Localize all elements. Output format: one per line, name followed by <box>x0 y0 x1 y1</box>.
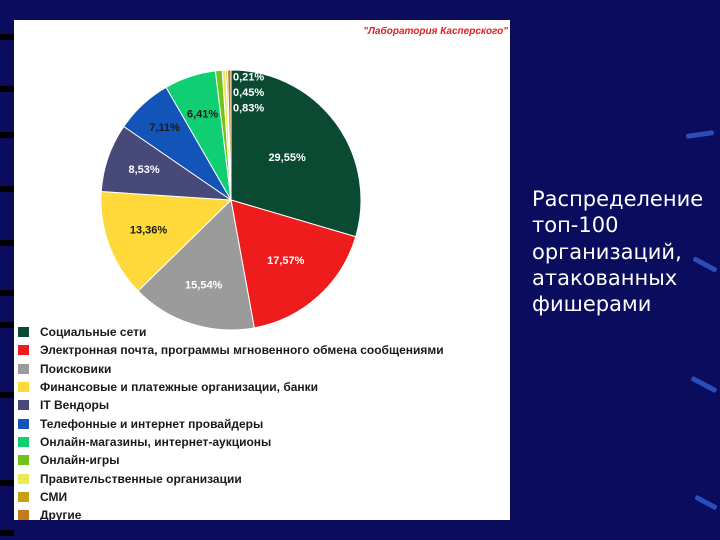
decor-bar <box>0 240 14 246</box>
slice-label: 6,41% <box>187 109 218 121</box>
pie-slice-11 <box>227 69 232 201</box>
legend-label: Онлайн-магазины, интернет-аукционы <box>40 434 272 449</box>
decor-streak <box>690 375 718 394</box>
legend-swatch <box>18 382 29 393</box>
decor-bar <box>0 480 14 486</box>
slice-label: 7,11% <box>149 122 180 134</box>
slice-label: 29,55% <box>268 152 306 164</box>
decor-streak <box>694 494 718 511</box>
legend-label: Правительственные организации <box>40 471 242 486</box>
chart-source-label: "Лаборатория Касперского" <box>363 26 508 37</box>
slide-caption: Распределение топ-100 организаций, атако… <box>532 186 716 317</box>
legend-label: IT Вендоры <box>40 398 110 413</box>
decor-bar <box>0 186 14 192</box>
legend-label: Телефонные и интернет провайдеры <box>40 416 264 431</box>
legend-swatch <box>18 418 29 429</box>
caption-line: Распределение <box>532 187 704 211</box>
pie-slice-3 <box>137 198 255 330</box>
pie-chart: 29,55% 17,57% 15,54% 13,36% 8,53% 7,11% 6,41% 0… <box>100 56 362 330</box>
legend-swatch <box>18 400 29 411</box>
legend-item: Другие <box>18 506 444 520</box>
pie-slice-4 <box>100 191 233 292</box>
decor-bar <box>0 530 14 536</box>
legend-swatch <box>18 345 29 356</box>
legend-label: Поисковики <box>40 361 112 376</box>
legend-label: Онлайн-игры <box>40 453 120 468</box>
legend-label: Другие <box>40 508 82 520</box>
legend-item: IT Вендоры <box>18 396 444 414</box>
slice-label: 13,36% <box>130 225 168 237</box>
legend-item: Правительственные организации <box>18 469 444 487</box>
chart-legend: Социальные сети Электронная почта, програ… <box>18 323 444 520</box>
legend-label: Финансовые и платежные организации, банк… <box>40 380 319 395</box>
slice-label: 15,54% <box>185 280 223 292</box>
legend-swatch <box>18 327 29 338</box>
legend-item: Электронная почта, программы мгновенного… <box>18 341 444 359</box>
legend-item: Онлайн-магазины, интернет-аукционы <box>18 433 444 451</box>
legend-swatch <box>18 510 29 520</box>
decor-bar <box>0 34 14 40</box>
legend-item: Поисковики <box>18 360 444 378</box>
legend-swatch <box>18 455 29 466</box>
caption-line: организаций, <box>532 239 682 264</box>
caption-line: атакованных <box>532 265 678 290</box>
decor-bar <box>0 322 14 328</box>
slice-label: 0,21% <box>233 71 264 83</box>
legend-item: Онлайн-игры <box>18 451 444 469</box>
legend-swatch <box>18 473 29 484</box>
decor-bar <box>0 392 14 398</box>
legend-label: Электронная почта, программы мгновенного… <box>40 343 444 358</box>
legend-item: Телефонные и интернет провайдеры <box>18 414 444 432</box>
slice-label: 0,45% <box>233 87 264 99</box>
legend-item: Социальные сети <box>18 323 444 341</box>
caption-line: топ-100 <box>532 213 619 238</box>
legend-swatch <box>18 363 29 374</box>
chart-panel: "Лаборатория Касперского" 29,55% 17,57% 15… <box>14 20 510 520</box>
decor-bar <box>0 290 14 296</box>
slice-label: 0,83% <box>233 102 264 114</box>
decor-streak <box>685 130 715 139</box>
decor-bar <box>0 132 14 138</box>
slice-label: 0,42% <box>233 56 264 68</box>
legend-label: Социальные сети <box>40 325 147 340</box>
legend-item: СМИ <box>18 488 444 506</box>
slice-label: 8,53% <box>128 164 159 176</box>
legend-item: Финансовые и платежные организации, банк… <box>18 378 444 396</box>
pie-slice-2 <box>230 199 357 329</box>
caption-line: фишерами <box>532 292 652 316</box>
decor-bar <box>0 86 14 92</box>
legend-swatch <box>18 491 29 502</box>
legend-label: СМИ <box>40 489 68 504</box>
legend-swatch <box>18 436 29 447</box>
pie-slice-1 <box>230 69 362 238</box>
slice-label: 17,57% <box>267 255 305 267</box>
